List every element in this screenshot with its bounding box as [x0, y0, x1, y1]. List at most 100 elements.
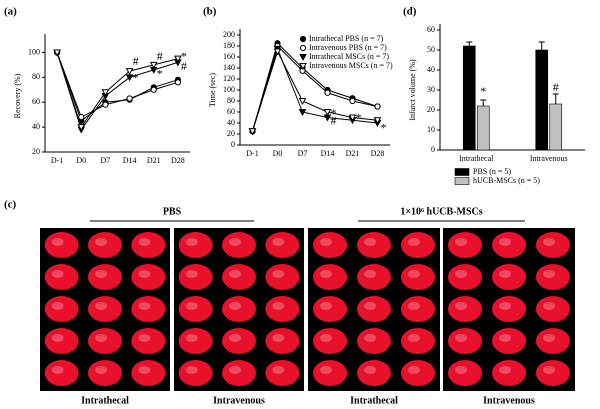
- brain-slice-highlight: [455, 334, 467, 342]
- legend-label: Intravenous PBS (n = 7): [309, 43, 387, 52]
- legend-label: PBS (n = 5): [473, 167, 511, 176]
- y-tick-label: 140: [223, 63, 235, 72]
- brain-slice-highlight: [543, 366, 555, 374]
- y-tick-label: 40: [427, 65, 435, 74]
- brain-slice-highlight: [51, 366, 64, 374]
- brain-slice-highlight: [138, 302, 151, 310]
- point: [78, 114, 85, 121]
- brain-slice-highlight: [138, 334, 151, 342]
- brain-slice: [401, 328, 435, 354]
- error-bar: [538, 41, 545, 50]
- point: [298, 98, 307, 106]
- y-tick-label: 20: [427, 105, 435, 114]
- brain-slice: [492, 360, 526, 386]
- point: [299, 63, 307, 71]
- brain-slice-highlight: [229, 334, 241, 342]
- brain-slice-highlight: [543, 334, 555, 342]
- series-line: [56, 52, 179, 129]
- y-tick-label: 50: [427, 45, 435, 54]
- annotation: #: [157, 49, 163, 63]
- point: [323, 109, 332, 117]
- bar: [476, 105, 490, 151]
- group-title: 1×10⁶ hUCB-MSCs: [400, 206, 482, 217]
- brain-slice: [536, 296, 570, 322]
- brain-slice: [401, 232, 435, 258]
- brain-slice-highlight: [185, 334, 198, 342]
- y-tick-label: 10: [427, 125, 435, 134]
- legend-swatch: [454, 177, 470, 185]
- brain-slice-highlight: [543, 270, 555, 278]
- point: [126, 95, 133, 102]
- point: [349, 97, 356, 105]
- y-axis-label: Recovery (%): [13, 73, 22, 118]
- brain-slice: [448, 232, 482, 258]
- point: [53, 49, 61, 57]
- x-tick-label: D14: [123, 156, 137, 165]
- x-tick-label: D28: [371, 149, 385, 158]
- annotation: *: [133, 70, 139, 84]
- brain-slice-highlight: [408, 238, 420, 246]
- annotation: #: [133, 54, 139, 68]
- brain-slice: [536, 360, 570, 386]
- y-tick-label: 160: [223, 52, 235, 61]
- brain-slice: [265, 264, 300, 290]
- brain-slice-highlight: [320, 366, 332, 374]
- brain-slice-highlight: [455, 366, 467, 374]
- brain-slice: [222, 232, 256, 258]
- y-tick-label: 0: [431, 145, 435, 154]
- brain-slice-highlight: [455, 270, 467, 278]
- series-line: [252, 42, 378, 132]
- x-tick-label: D-1: [246, 149, 258, 158]
- brain-slice: [448, 296, 482, 322]
- y-tick-label: 60: [427, 25, 435, 34]
- annotation: *: [331, 106, 337, 120]
- brain-slice: [178, 360, 213, 386]
- point: [299, 44, 307, 52]
- brain-slice: [357, 296, 391, 322]
- brain-slice-highlight: [272, 238, 285, 246]
- y-tick-label: 30: [427, 85, 435, 94]
- series-line: [56, 52, 179, 131]
- series-line: [56, 52, 179, 118]
- brain-slice-highlight: [229, 302, 241, 310]
- point: [149, 61, 158, 69]
- brain-slice-highlight: [51, 334, 64, 342]
- y-tick-label: 20: [32, 147, 40, 156]
- brain-slice: [357, 360, 391, 386]
- x-tick-label: Intrathecal: [459, 154, 494, 163]
- brain-slice: [131, 360, 166, 386]
- point: [299, 54, 307, 62]
- brain-slice: [178, 232, 213, 258]
- brain-slice-highlight: [185, 238, 198, 246]
- brain-slice: [357, 328, 391, 354]
- point: [273, 48, 282, 56]
- brain-slice: [313, 296, 347, 322]
- brain-slice-highlight: [229, 238, 241, 246]
- y-tick-label: 100: [223, 85, 235, 94]
- point: [324, 89, 331, 96]
- x-tick-label: D0: [76, 156, 86, 165]
- panel-label: (c): [4, 199, 17, 211]
- y-tick-label: 180: [223, 41, 235, 50]
- point: [150, 86, 157, 93]
- column-label: Intrathecal: [350, 395, 398, 406]
- brain-slice: [265, 328, 300, 354]
- brain-slice-highlight: [364, 238, 376, 246]
- brain-slice: [265, 232, 300, 258]
- annotation: *: [356, 110, 362, 124]
- column-label: Intravenous: [213, 395, 265, 406]
- brain-slice-highlight: [185, 270, 198, 278]
- y-tick-label: 200: [223, 30, 235, 39]
- brain-slice-highlight: [272, 302, 285, 310]
- brain-slice-highlight: [138, 366, 151, 374]
- brain-slice-highlight: [455, 238, 467, 246]
- annotation: #: [181, 59, 187, 73]
- brain-slice: [222, 264, 256, 290]
- x-tick-label: D21: [346, 149, 360, 158]
- brain-slice: [313, 328, 347, 354]
- brain-slice: [492, 264, 526, 290]
- brain-slice-highlight: [320, 334, 332, 342]
- brain-slice: [265, 360, 300, 386]
- x-tick-label: D14: [321, 149, 335, 158]
